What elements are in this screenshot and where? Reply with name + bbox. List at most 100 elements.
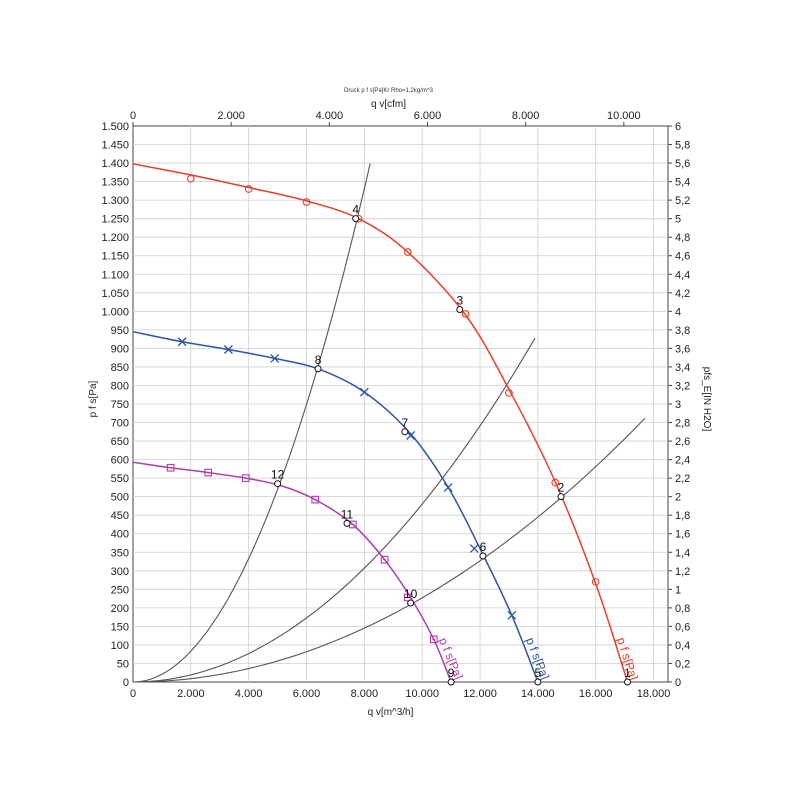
y-tick-label: 600 bbox=[111, 455, 129, 467]
y-tick-label: 1.250 bbox=[101, 214, 129, 226]
y2-tick-label: 0,6 bbox=[675, 621, 690, 633]
y-tick-label: 1.100 bbox=[101, 269, 129, 281]
y2-tick-label: 0,8 bbox=[675, 603, 690, 615]
curve-marker-x bbox=[507, 610, 517, 620]
x-tick-label: 18.000 bbox=[637, 688, 671, 700]
y2-tick-label: 3,4 bbox=[675, 362, 690, 374]
y2-tick-label: 6 bbox=[675, 121, 681, 133]
y-tick-label: 500 bbox=[111, 492, 129, 504]
y2-tick-label: 0,4 bbox=[675, 640, 690, 652]
x-axis-label: q v[m^3/h] bbox=[368, 707, 414, 718]
operating-point-label: 9 bbox=[448, 666, 455, 680]
operating-point-label: 8 bbox=[315, 353, 322, 367]
x-tick-label: 12.000 bbox=[463, 688, 497, 700]
y-tick-label: 1.450 bbox=[101, 140, 129, 152]
curve-marker-circle bbox=[505, 389, 513, 397]
y2-tick-label: 4,4 bbox=[675, 269, 690, 281]
x2-tick-label: 2.000 bbox=[217, 110, 245, 122]
curve-marker-square bbox=[403, 593, 412, 602]
operating-point bbox=[557, 493, 565, 501]
operating-point bbox=[479, 552, 487, 560]
curve-marker-square bbox=[380, 555, 389, 564]
y2-tick-label: 5,2 bbox=[675, 195, 690, 207]
y2-tick-label: 0 bbox=[675, 677, 681, 689]
y2-tick-label: 1,4 bbox=[675, 547, 690, 559]
y2-tick-label: 3,2 bbox=[675, 380, 690, 392]
y2-tick-label: 1,6 bbox=[675, 529, 690, 541]
y2-tick-label: 2,2 bbox=[675, 473, 690, 485]
chart-title: Druck p f s[Pa]Kr Rho=1,2kg/m^3 bbox=[344, 88, 434, 94]
y2-tick-label: 1,2 bbox=[675, 566, 690, 578]
y-tick-label: 550 bbox=[111, 473, 129, 485]
operating-point bbox=[401, 428, 409, 436]
system-curve bbox=[132, 163, 371, 683]
x-tick-label: 0 bbox=[130, 688, 136, 700]
operating-point bbox=[352, 215, 360, 223]
y2-tick-label: 2,6 bbox=[675, 436, 690, 448]
x-tick-label: 4.000 bbox=[235, 688, 263, 700]
operating-point-label: 5 bbox=[535, 666, 542, 680]
curve-marker-x bbox=[443, 482, 453, 492]
operating-point-label: 10 bbox=[404, 587, 418, 601]
y2-tick-label: 1,8 bbox=[675, 510, 690, 522]
y2-tick-label: 4 bbox=[675, 306, 681, 318]
operating-point-label: 2 bbox=[558, 481, 565, 495]
operating-point bbox=[274, 480, 282, 488]
y-tick-label: 200 bbox=[111, 603, 129, 615]
operating-point bbox=[407, 599, 415, 607]
operating-point bbox=[624, 678, 632, 686]
y2-tick-label: 5,6 bbox=[675, 158, 690, 170]
y-tick-label: 100 bbox=[111, 640, 129, 652]
y-tick-label: 300 bbox=[111, 566, 129, 578]
x2-tick-label: 10.000 bbox=[607, 110, 641, 122]
curve-marker-square bbox=[311, 495, 320, 504]
y-tick-label: 150 bbox=[111, 621, 129, 633]
y-tick-label: 950 bbox=[111, 325, 129, 337]
y-tick-label: 450 bbox=[111, 510, 129, 522]
fan-curve-line bbox=[132, 163, 629, 683]
y-tick-label: 800 bbox=[111, 380, 129, 392]
curve-marker-circle bbox=[551, 478, 560, 487]
x-tick-label: 6.000 bbox=[293, 688, 321, 700]
curve-marker-circle bbox=[244, 185, 253, 193]
y2-tick-label: 4,2 bbox=[675, 288, 690, 300]
curve-marker-square bbox=[429, 635, 438, 644]
curve-marker-circle bbox=[461, 310, 470, 318]
y-tick-label: 900 bbox=[111, 343, 129, 355]
y2-tick-label: 4,6 bbox=[675, 251, 690, 263]
x2-tick-label: 8.000 bbox=[512, 110, 540, 122]
operating-point-label: 11 bbox=[341, 507, 354, 521]
y2-tick-label: 2,4 bbox=[675, 455, 690, 467]
y2-tick-label: 4,8 bbox=[675, 232, 690, 244]
curve-marker-x bbox=[223, 345, 233, 354]
y-tick-label: 250 bbox=[111, 584, 129, 596]
x2-tick-label: 4.000 bbox=[316, 110, 344, 122]
y-axis-label: p f s[Pa] bbox=[88, 380, 99, 417]
curve-marker-circle bbox=[591, 578, 600, 586]
y-tick-label: 0 bbox=[123, 677, 129, 689]
y-tick-label: 350 bbox=[111, 547, 129, 559]
y-tick-label: 700 bbox=[111, 418, 129, 430]
operating-point-label: 4 bbox=[352, 203, 359, 217]
y-tick-label: 1.300 bbox=[101, 195, 129, 207]
y2-tick-label: 2,8 bbox=[675, 418, 690, 430]
curve-marker-x bbox=[270, 353, 280, 363]
operating-point bbox=[314, 365, 322, 373]
y-tick-label: 1.400 bbox=[101, 158, 129, 170]
operating-point bbox=[456, 305, 464, 313]
y2-tick-label: 3 bbox=[675, 399, 681, 411]
operating-point-label: 3 bbox=[456, 293, 463, 307]
x-tick-label: 10.000 bbox=[405, 688, 439, 700]
y-tick-label: 850 bbox=[111, 362, 129, 374]
curve-marker-x bbox=[469, 544, 479, 554]
x-tick-label: 14.000 bbox=[521, 688, 555, 700]
y2-tick-label: 3,6 bbox=[675, 343, 690, 355]
x2-tick-label: 6.000 bbox=[414, 110, 442, 122]
y-tick-label: 1.000 bbox=[101, 306, 129, 318]
operating-point-label: 12 bbox=[271, 468, 285, 482]
curve-marker-x bbox=[359, 387, 369, 397]
curve-marker-x bbox=[177, 337, 187, 347]
curve-marker-circle bbox=[302, 198, 311, 206]
